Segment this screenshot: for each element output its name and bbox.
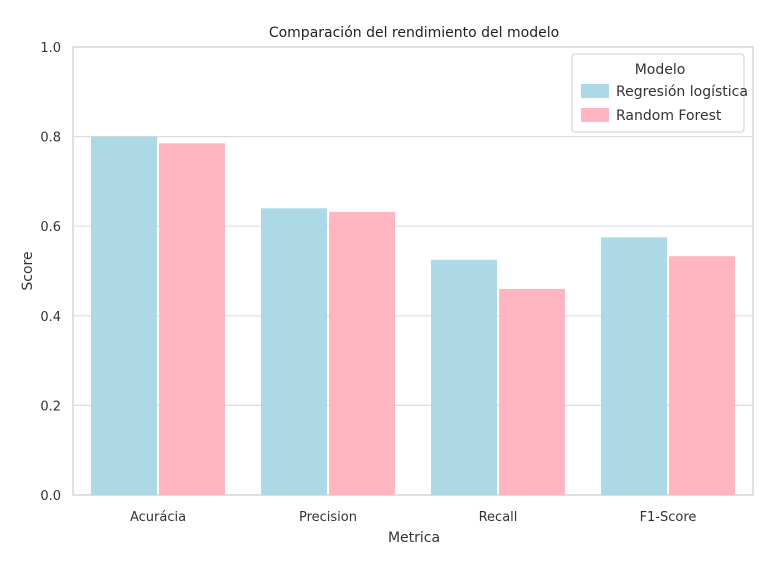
y-tick-labels: 0.0 0.2 0.4 0.6 0.8 1.0	[40, 41, 61, 504]
y-tick-label: 0.6	[40, 220, 61, 235]
bar	[329, 211, 395, 495]
x-tick-label: Precision	[299, 510, 357, 525]
legend-title: Modelo	[635, 62, 686, 78]
x-tick-label: Acurácia	[130, 510, 186, 525]
bar	[261, 208, 327, 495]
legend-box	[571, 53, 745, 133]
bar	[91, 136, 157, 495]
x-tick-label: Recall	[479, 510, 518, 525]
bar	[669, 256, 735, 495]
legend-swatch	[581, 108, 609, 122]
legend-label: Regresión logística	[616, 84, 748, 100]
bars	[91, 136, 735, 495]
y-tick-label: 0.2	[40, 399, 61, 414]
bar	[601, 237, 667, 495]
bar	[159, 143, 225, 495]
y-tick-label: 0.8	[40, 131, 61, 146]
bar	[431, 259, 497, 495]
legend-swatch	[581, 84, 609, 98]
y-tick-label: 0.4	[40, 310, 61, 325]
bar	[499, 288, 565, 495]
y-axis-label: Score	[20, 251, 36, 290]
legend: Modelo Regresión logística Random Forest	[571, 53, 748, 133]
y-tick-label: 1.0	[40, 41, 61, 56]
legend-items: Regresión logística Random Forest	[581, 84, 748, 124]
chart-title: Comparación del rendimiento del modelo	[269, 25, 559, 41]
x-tick-label: F1-Score	[640, 510, 697, 525]
x-axis-label: Metrica	[388, 530, 440, 546]
legend-label: Random Forest	[616, 108, 722, 124]
x-tick-labels: Acurácia Precision Recall F1-Score	[130, 510, 696, 525]
y-tick-label: 0.0	[40, 489, 61, 504]
